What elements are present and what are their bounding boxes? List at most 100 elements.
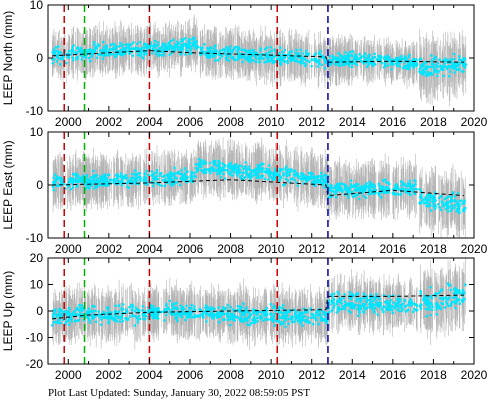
data-point [176, 48, 180, 51]
data-point [384, 181, 388, 184]
data-point [428, 203, 432, 207]
data-point [64, 61, 68, 65]
plot-area [51, 132, 467, 238]
data-point [339, 186, 343, 189]
data-point [181, 47, 184, 50]
data-point [150, 170, 154, 173]
data-point [382, 185, 385, 188]
data-point [143, 46, 147, 49]
data-point [156, 177, 160, 181]
data-point [274, 174, 278, 178]
data-point [249, 173, 252, 176]
data-point [265, 167, 269, 171]
data-point [380, 61, 384, 65]
data-point [397, 188, 400, 191]
data-point [267, 170, 271, 174]
data-point [256, 171, 259, 175]
data-point [420, 73, 424, 76]
data-point [431, 197, 434, 200]
data-point [321, 174, 324, 178]
data-point [89, 184, 93, 188]
error-bars [52, 14, 467, 107]
data-point [422, 202, 426, 205]
data-point [426, 74, 430, 77]
data-point [184, 44, 188, 48]
data-point [439, 194, 443, 198]
data-point [346, 194, 350, 197]
data-point [353, 184, 357, 188]
data-point [235, 58, 239, 62]
data-point [262, 57, 265, 61]
data-point [434, 55, 438, 59]
panel-3: 2000 2002 2004 2006 2008 2010 2012 2014 2016 2018… [1, 251, 488, 382]
data-point [423, 67, 427, 71]
data-point [359, 186, 362, 190]
data-point [106, 54, 110, 57]
data-point [244, 58, 248, 61]
data-point [293, 174, 297, 178]
data-point [214, 49, 218, 52]
data-point [415, 187, 418, 191]
data-point [377, 182, 381, 186]
data-point [239, 175, 242, 179]
data-point [197, 157, 201, 161]
data-point [247, 167, 251, 171]
data-point [59, 176, 63, 180]
data-point [366, 185, 370, 188]
data-point [124, 173, 128, 177]
x-tick-label: 2006 [177, 115, 204, 129]
data-point [448, 70, 452, 74]
data-point [208, 161, 212, 165]
data-point [290, 50, 294, 53]
data-point [53, 180, 56, 184]
data-point [69, 187, 73, 191]
data-point [68, 180, 72, 184]
data-point [364, 187, 367, 191]
data-point [367, 63, 370, 67]
data-point [432, 194, 435, 198]
data-point [383, 55, 387, 59]
data-point [312, 180, 316, 183]
data-point [178, 183, 182, 187]
data-point [56, 54, 60, 57]
data-point [226, 169, 229, 172]
data-point [265, 52, 269, 55]
data-point [207, 168, 211, 172]
data-point [408, 53, 411, 57]
data-point [442, 203, 446, 207]
data-point [254, 168, 257, 171]
data-point [387, 64, 390, 67]
data-point [124, 43, 128, 46]
data-point [289, 57, 293, 61]
data-point [138, 40, 142, 44]
data-point [190, 176, 194, 179]
data-point [457, 58, 461, 61]
data-point [457, 202, 460, 205]
data-point [319, 49, 322, 53]
data-point [308, 60, 311, 64]
data-point [356, 58, 360, 61]
data-point [330, 58, 334, 62]
data-point [355, 63, 359, 67]
data-point [313, 57, 316, 61]
data-point [300, 171, 303, 175]
data-point [404, 57, 408, 61]
data-point [463, 57, 467, 61]
data-point [93, 187, 96, 190]
data-point [455, 209, 459, 213]
data-point [54, 46, 58, 49]
data-point [373, 184, 376, 187]
data-point [384, 58, 388, 62]
data-point [86, 184, 90, 187]
data-point [379, 55, 382, 58]
data-point [264, 55, 268, 59]
data-point [362, 61, 366, 65]
data-point [172, 173, 176, 176]
data-point [310, 58, 314, 61]
data-point [340, 64, 344, 67]
data-point [217, 159, 221, 163]
data-point [429, 209, 433, 212]
data-point [460, 70, 464, 73]
data-point [377, 192, 380, 195]
data-point [322, 181, 325, 185]
